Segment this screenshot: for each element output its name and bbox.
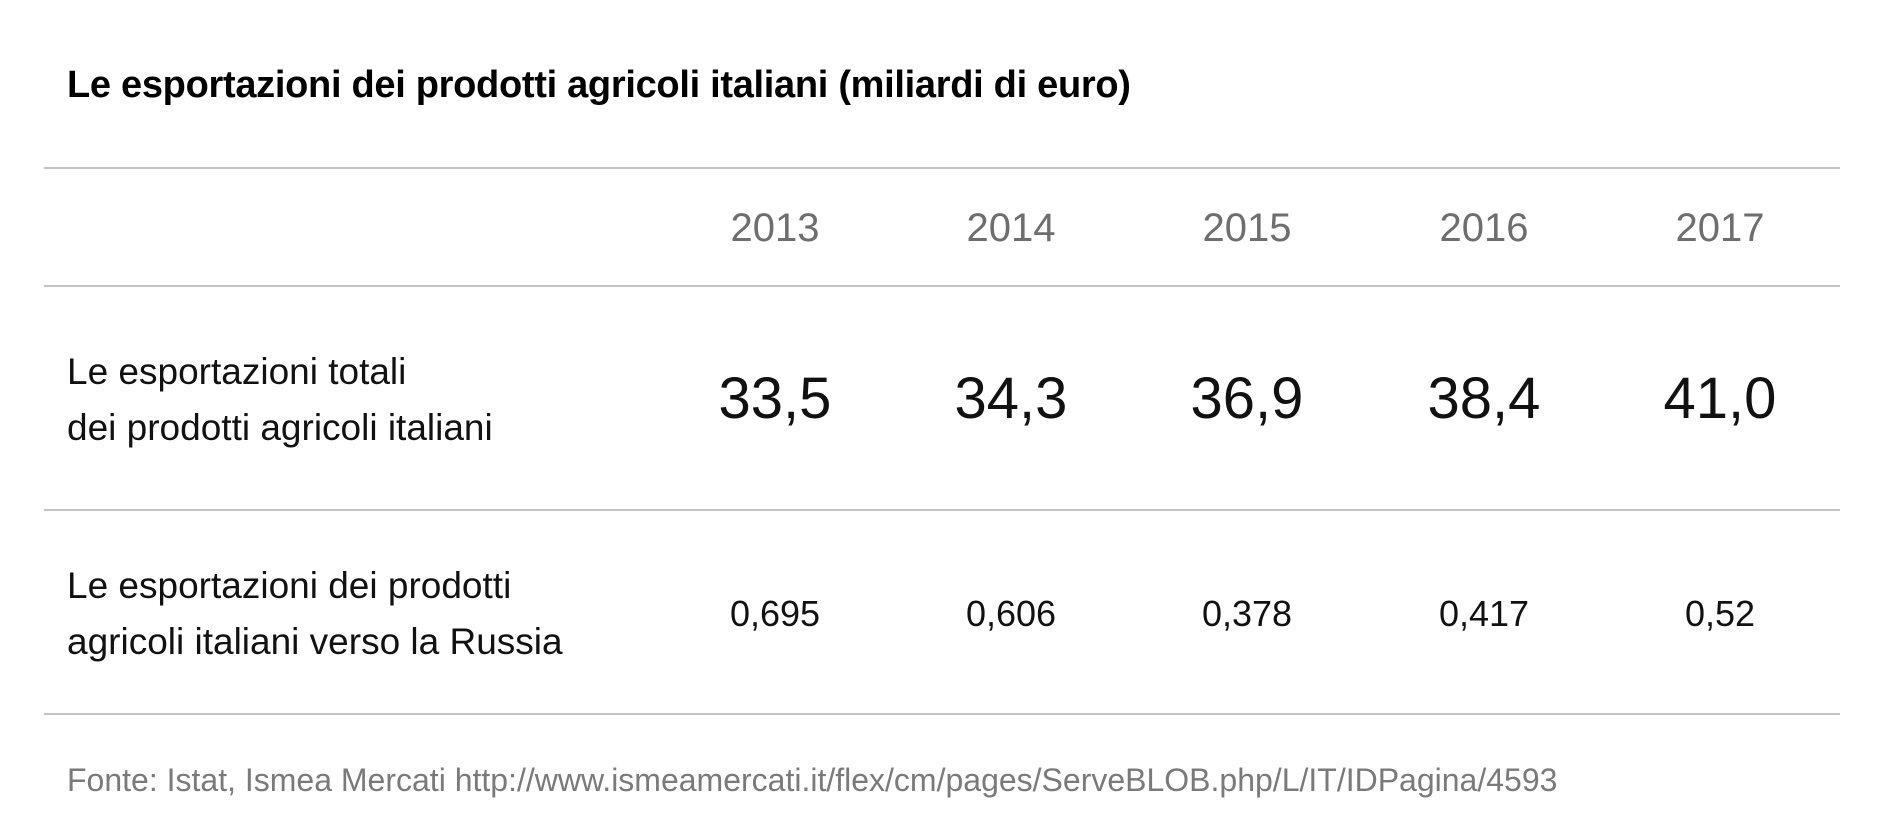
table-rule-header (44, 285, 1840, 287)
row-label-total: Le esportazioni totali dei prodotti agri… (67, 344, 687, 456)
cell-total-2017: 41,0 (1663, 366, 1777, 431)
cell-russia-2014: 0,606 (965, 593, 1057, 634)
cell-total-2014: 34,3 (954, 366, 1068, 431)
row-label-russia-line-2: agricoli italiani verso la Russia (67, 621, 563, 662)
cell-russia-2015: 0,378 (1201, 593, 1293, 634)
table-rule-bottom (44, 713, 1840, 715)
row-label-total-line-2: dei prodotti agricoli italiani (67, 407, 493, 448)
table-rule-middle (44, 509, 1840, 511)
column-header-2015: 2015 (1202, 206, 1292, 250)
column-header-2014: 2014 (966, 206, 1056, 250)
row-label-russia-line-1: Le esportazioni dei prodotti (67, 565, 512, 606)
chart-title: Le esportazioni dei prodotti agricoli it… (67, 64, 1131, 106)
cell-total-2013: 33,5 (718, 366, 832, 431)
cell-russia-2017: 0,52 (1684, 593, 1756, 634)
column-header-2016: 2016 (1439, 206, 1529, 250)
cell-russia-2013: 0,695 (729, 593, 821, 634)
source-note: Fonte: Istat, Ismea Mercati http://www.i… (67, 762, 1558, 798)
row-label-russia: Le esportazioni dei prodotti agricoli it… (67, 558, 687, 670)
cell-total-2015: 36,9 (1190, 366, 1304, 431)
column-header-2013: 2013 (730, 206, 820, 250)
column-header-2017: 2017 (1675, 206, 1765, 250)
cell-total-2016: 38,4 (1427, 366, 1541, 431)
cell-russia-2016: 0,417 (1438, 593, 1530, 634)
table-rule-top (44, 167, 1840, 169)
row-label-total-line-1: Le esportazioni totali (67, 351, 407, 392)
